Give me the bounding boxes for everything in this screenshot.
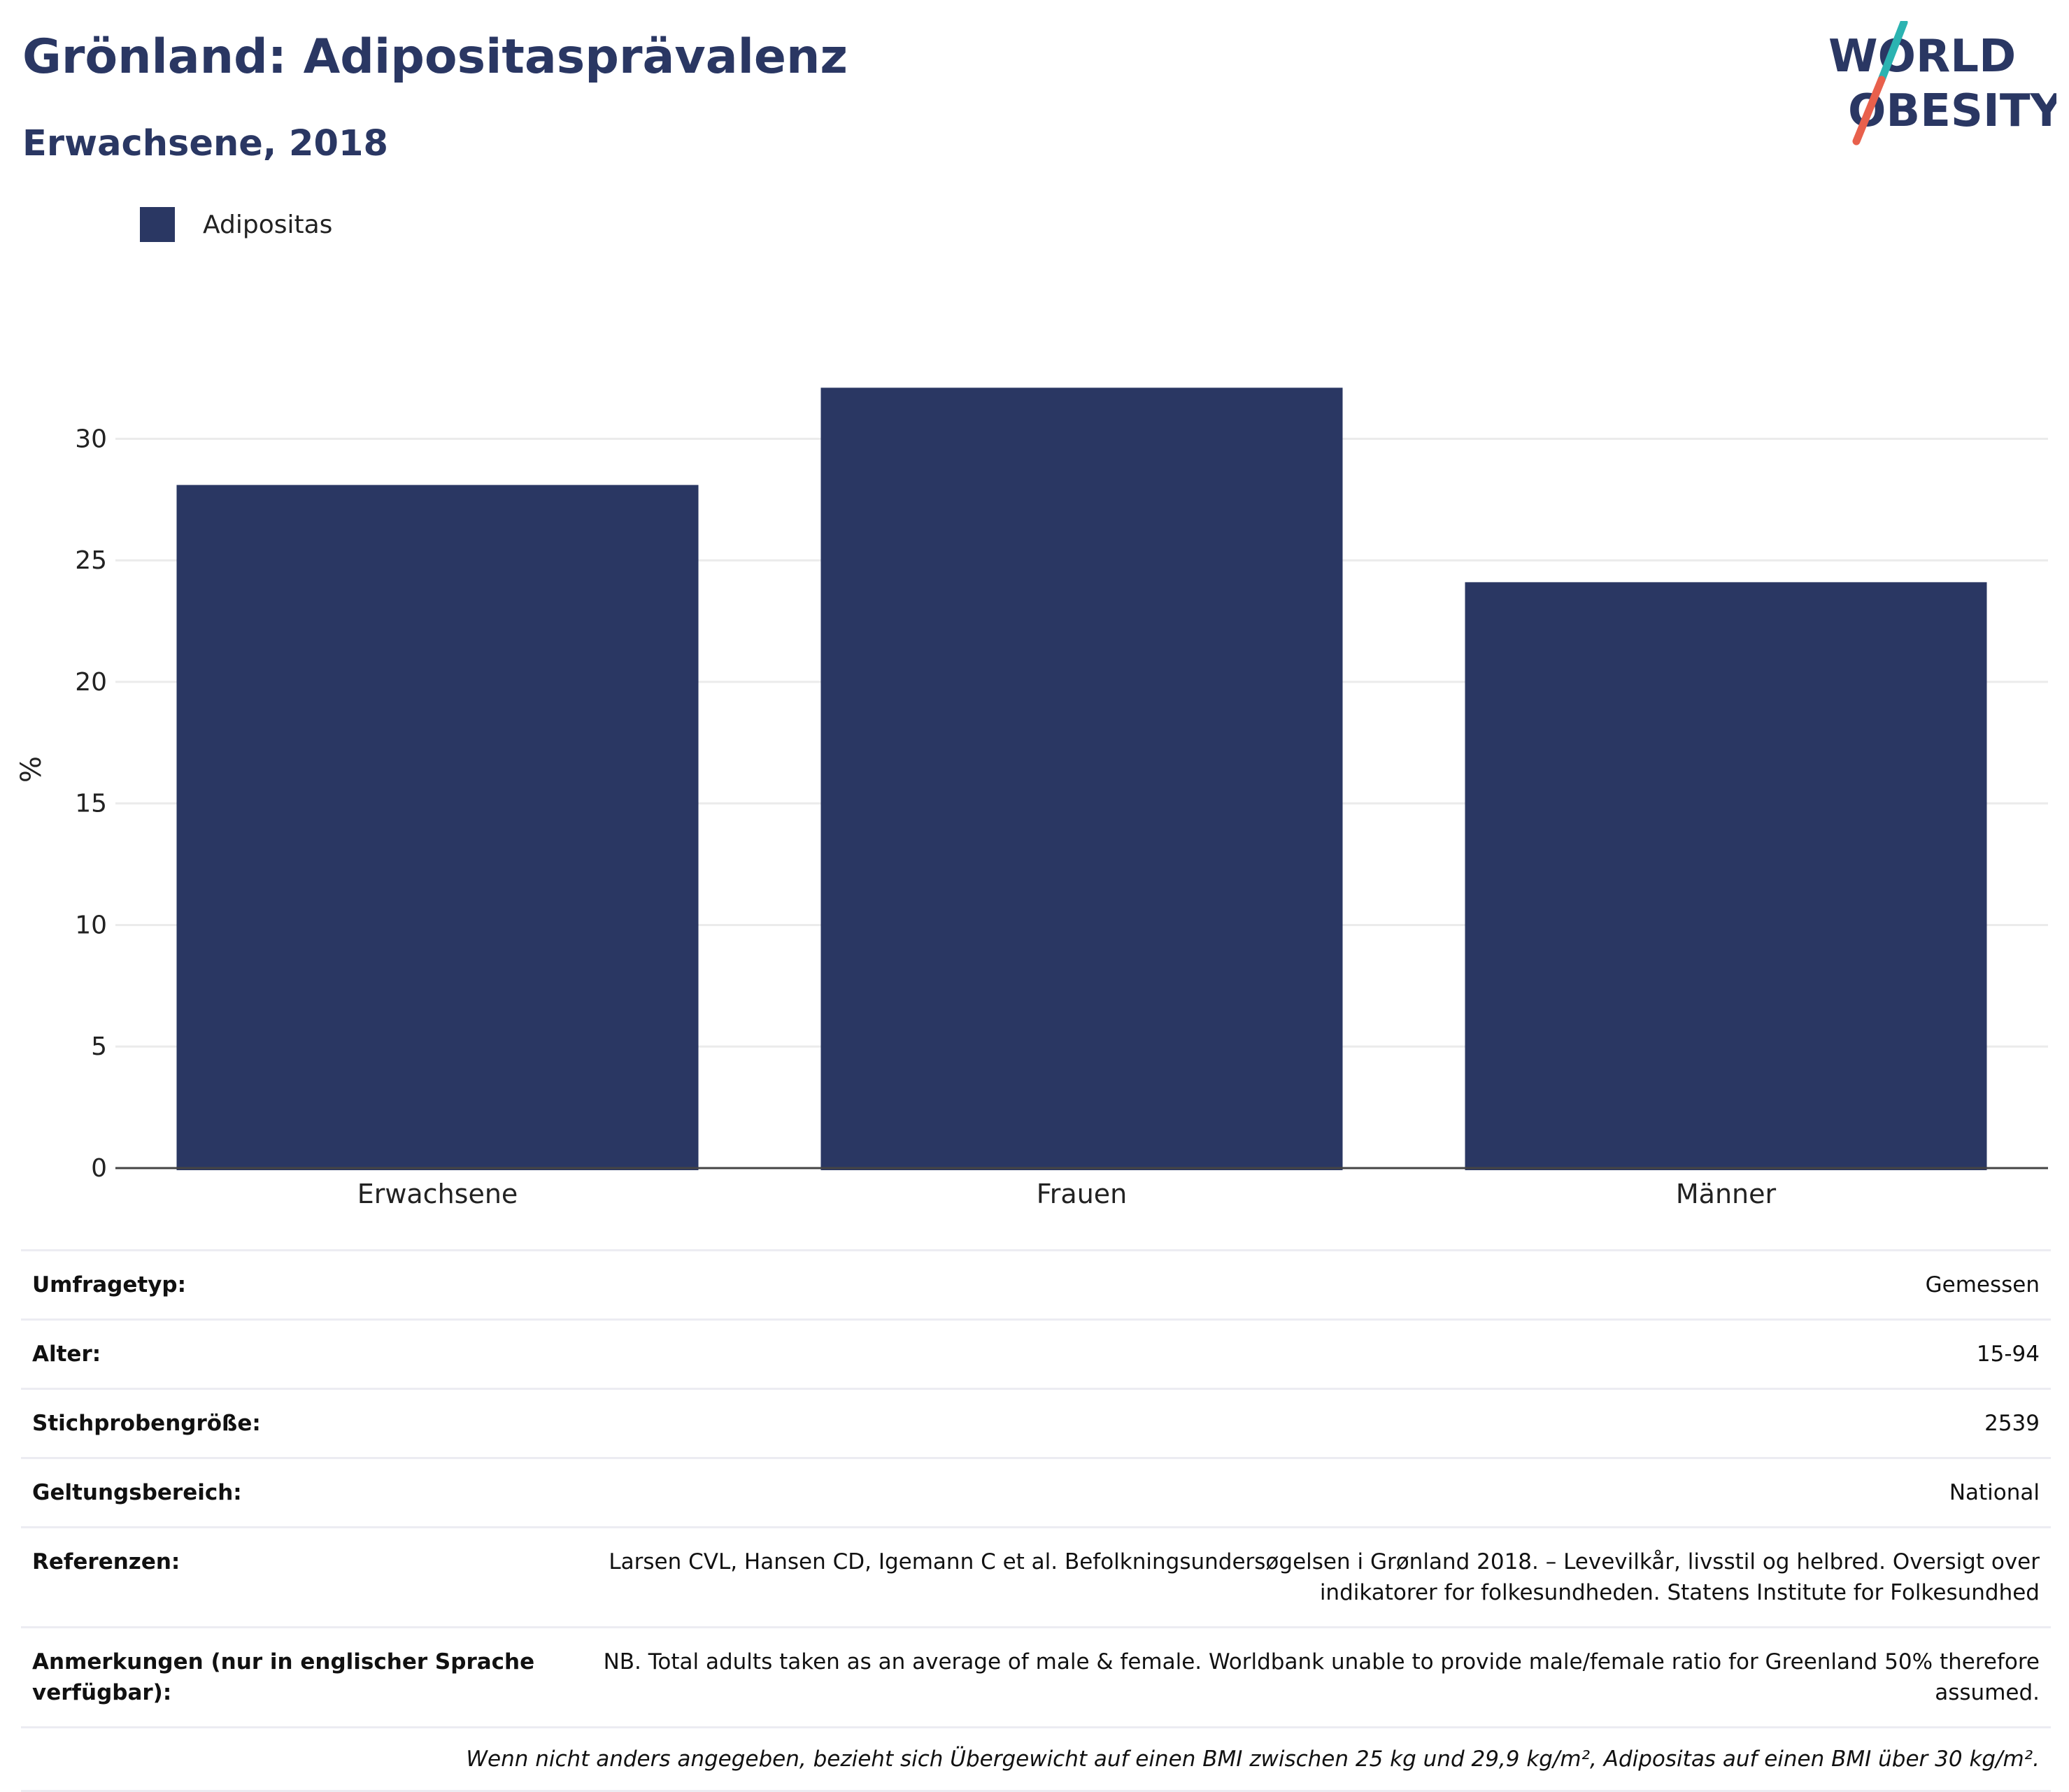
row-label: Geltungsbereich: [32,1480,242,1506]
logo-text-world: WORLD [1828,31,2016,83]
y-tick-label: 10 [75,911,107,939]
legend-swatch [140,207,175,242]
y-tick-label: 30 [75,425,107,453]
x-tick-label: Erwachsene [357,1179,518,1209]
legend-label: Adipositas [203,210,333,239]
x-tick-label: Männer [1676,1179,1777,1209]
row-label: Referenzen: [32,1549,180,1575]
row-value: Gemessen [1925,1272,2040,1297]
logo-text-obesity: OBESITY [1848,85,2056,137]
bar [820,387,1343,1170]
page-title: Grönland: Adipositasprävalenz [22,29,848,85]
table-row: Anmerkungen (nur in englischer Sprache v… [21,1626,2051,1726]
row-label: Umfragetyp: [32,1272,186,1297]
row-value: 15-94 [1976,1342,2040,1367]
y-tick-label: 15 [75,790,107,818]
table-row: Geltungsbereich: National [21,1457,2051,1526]
footnote: Wenn nicht anders angegeben, bezieht sic… [21,1726,2051,1792]
y-tick-label: 25 [75,546,107,575]
bar-chart: 0 5 10 15 20 25 30 Erwachsene Frauen Männer% [15,387,2048,1209]
logo-slash-bottom [1852,76,1886,145]
row-label: Stichprobengröße: [32,1411,261,1437]
row-value: 2539 [1984,1411,2040,1437]
row-label: Anmerkungen (nur in englischer Sprache v… [32,1649,535,1706]
y-axis-title: % [15,756,48,783]
row-value: NB. Total adults taken as an average of … [603,1649,2040,1706]
logo-slash-top [1877,21,1908,84]
x-tick-label: Frauen [1037,1179,1128,1209]
y-tick-label: 20 [75,668,107,697]
table-row: Stichprobengröße: 2539 [21,1388,2051,1457]
y-tick-label: 0 [91,1154,107,1183]
row-value: National [1949,1480,2040,1506]
chart-legend: Adipositas [140,207,332,242]
table-row: Umfragetyp: Gemessen [21,1249,2051,1318]
page-subtitle: Erwachsene, 2018 [22,123,388,164]
table-row: Alter: 15-94 [21,1318,2051,1388]
world-obesity-logo: WORLD OBESITY [1828,21,2056,145]
bar [176,485,699,1170]
row-value: Larsen CVL, Hansen CD, Igemann C et al. … [609,1549,2040,1606]
row-label: Alter: [32,1342,101,1367]
table-row: Referenzen: Larsen CVL, Hansen CD, Igema… [21,1526,2051,1626]
bar [1465,582,1987,1170]
y-tick-label: 5 [91,1032,107,1061]
survey-info-table: Umfragetyp: Gemessen Alter: 15-94 Stichp… [21,1249,2051,1792]
